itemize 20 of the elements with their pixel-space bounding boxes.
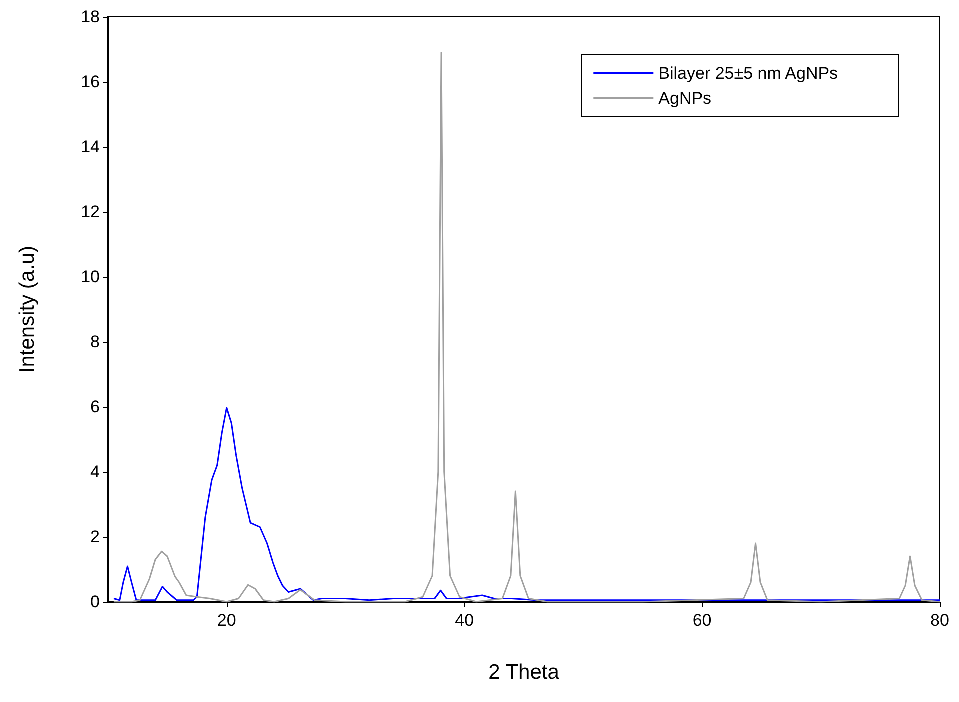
y-tick-label: 10 xyxy=(81,268,100,286)
y-tick-label: 14 xyxy=(81,138,100,156)
y-tick-label: 8 xyxy=(90,332,100,352)
y-tick-label: 16 xyxy=(81,72,100,92)
legend-label: Bilayer 25±5 nm AgNPs xyxy=(658,64,838,83)
y-tick-label: 2 xyxy=(90,528,100,546)
y-tick-label: 12 xyxy=(81,202,100,222)
x-tick-label: 20 xyxy=(217,611,236,630)
y-tick-label: 4 xyxy=(90,462,100,482)
line-series xyxy=(113,407,941,602)
y-axis-title: Intensity (a.u) xyxy=(16,246,39,374)
y-tick-label: 0 xyxy=(90,592,100,612)
y-tick-label: 18 xyxy=(81,8,100,26)
legend-label: AgNPs xyxy=(658,89,712,108)
line-series xyxy=(113,52,941,603)
y-tick-label: 6 xyxy=(90,398,100,416)
x-tick-label: 40 xyxy=(455,611,474,630)
x-tick-label: 80 xyxy=(930,611,950,630)
x-axis-title: 2 Theta xyxy=(488,661,560,684)
x-tick-label: 60 xyxy=(692,611,712,630)
